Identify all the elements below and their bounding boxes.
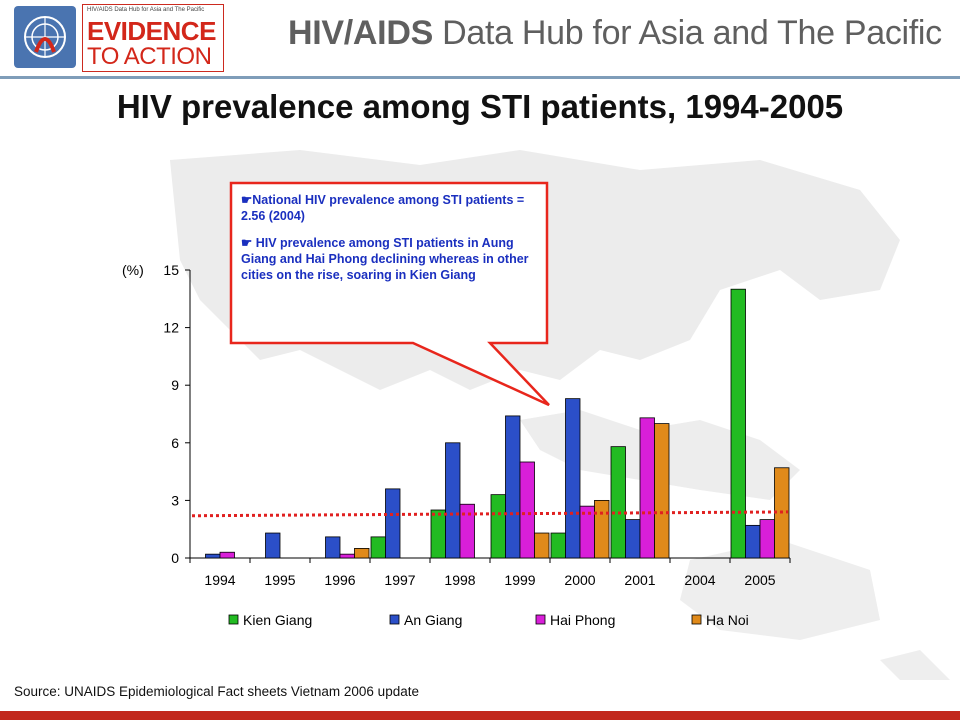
source-note: Source: UNAIDS Epidemiological Fact shee… bbox=[14, 684, 419, 699]
bar bbox=[325, 536, 341, 559]
bar bbox=[385, 488, 401, 559]
bar bbox=[550, 532, 566, 559]
bar bbox=[519, 461, 535, 559]
logo-line-1: EVIDENCE bbox=[87, 16, 216, 46]
header: HIV/AIDS Data Hub for Asia and The Pacif… bbox=[0, 0, 960, 79]
x-tick-label: 1997 bbox=[384, 572, 415, 588]
hub-title: HIV/AIDS Data Hub for Asia and The Pacif… bbox=[288, 14, 942, 53]
bar bbox=[594, 499, 610, 559]
bar bbox=[745, 524, 761, 559]
evidence-to-action-logo: HIV/AIDS Data Hub for Asia and The Pacif… bbox=[82, 4, 224, 72]
bar bbox=[490, 494, 506, 559]
bar bbox=[610, 446, 626, 559]
legend-swatch bbox=[691, 614, 702, 625]
x-tick-label: 1996 bbox=[324, 572, 355, 588]
bar bbox=[354, 548, 370, 559]
callout-text: ☛National HIV prevalence among STI patie… bbox=[241, 192, 541, 294]
bar bbox=[730, 288, 746, 559]
bar bbox=[219, 551, 235, 559]
bar bbox=[370, 536, 386, 559]
callout-bullet-1: ☛National HIV prevalence among STI patie… bbox=[241, 192, 541, 224]
un-emblem-logo bbox=[14, 6, 76, 68]
bar bbox=[534, 532, 550, 559]
callout-bullet-2-text: HIV prevalence among STI patients in Aun… bbox=[241, 236, 529, 282]
callout-bullet-2: ☛ HIV prevalence among STI patients in A… bbox=[241, 235, 541, 283]
slide-title: HIV prevalence among STI patients, 1994-… bbox=[116, 88, 844, 125]
y-tick-label: 6 bbox=[171, 435, 179, 451]
x-tick-label: 2004 bbox=[684, 572, 715, 588]
legend-label: Hai Phong bbox=[550, 612, 615, 628]
bar bbox=[639, 417, 655, 559]
y-tick-label: 15 bbox=[163, 262, 179, 278]
y-tick-label: 0 bbox=[171, 550, 179, 566]
bar bbox=[654, 423, 670, 559]
x-tick-label: 2001 bbox=[624, 572, 655, 588]
legend-label: An Giang bbox=[404, 612, 462, 628]
y-tick-label: 9 bbox=[171, 377, 179, 393]
x-tick-label: 1995 bbox=[264, 572, 295, 588]
bar bbox=[505, 415, 521, 559]
bar bbox=[430, 509, 446, 559]
y-tick-label: 3 bbox=[171, 492, 179, 508]
x-tick-label: 1994 bbox=[204, 572, 235, 588]
x-tick-label: 1998 bbox=[444, 572, 475, 588]
bar bbox=[459, 503, 475, 559]
legend-label: Kien Giang bbox=[243, 612, 312, 628]
x-tick-label: 2005 bbox=[744, 572, 775, 588]
hub-title-rest: Data Hub for Asia and The Pacific bbox=[432, 14, 942, 52]
hub-title-bold: HIV/AIDS bbox=[288, 14, 433, 52]
callout-bullet-1-text: National HIV prevalence among STI patien… bbox=[241, 193, 525, 223]
bar bbox=[205, 553, 221, 559]
x-tick-label: 1999 bbox=[504, 572, 535, 588]
y-tick-label: 12 bbox=[163, 320, 179, 336]
pointing-hand-icon: ☛ bbox=[241, 193, 253, 207]
bottom-accent-bar bbox=[0, 711, 960, 720]
bar bbox=[265, 532, 281, 559]
pointing-hand-icon: ☛ bbox=[241, 236, 253, 250]
national-reference-line bbox=[191, 510, 789, 518]
bar bbox=[759, 519, 775, 559]
legend-swatch bbox=[389, 614, 400, 625]
y-axis-label: (%) bbox=[122, 262, 144, 278]
logo-small-text: HIV/AIDS Data Hub for Asia and The Pacif… bbox=[87, 7, 205, 13]
bar bbox=[565, 398, 581, 559]
logo-line-2: TO ACTION bbox=[87, 43, 212, 70]
x-tick-label: 2000 bbox=[564, 572, 595, 588]
legend-swatch bbox=[228, 614, 239, 625]
legend-swatch bbox=[535, 614, 546, 625]
bar bbox=[445, 442, 461, 559]
legend-label: Ha Noi bbox=[706, 612, 749, 628]
bar bbox=[625, 519, 641, 559]
bar bbox=[339, 553, 355, 559]
